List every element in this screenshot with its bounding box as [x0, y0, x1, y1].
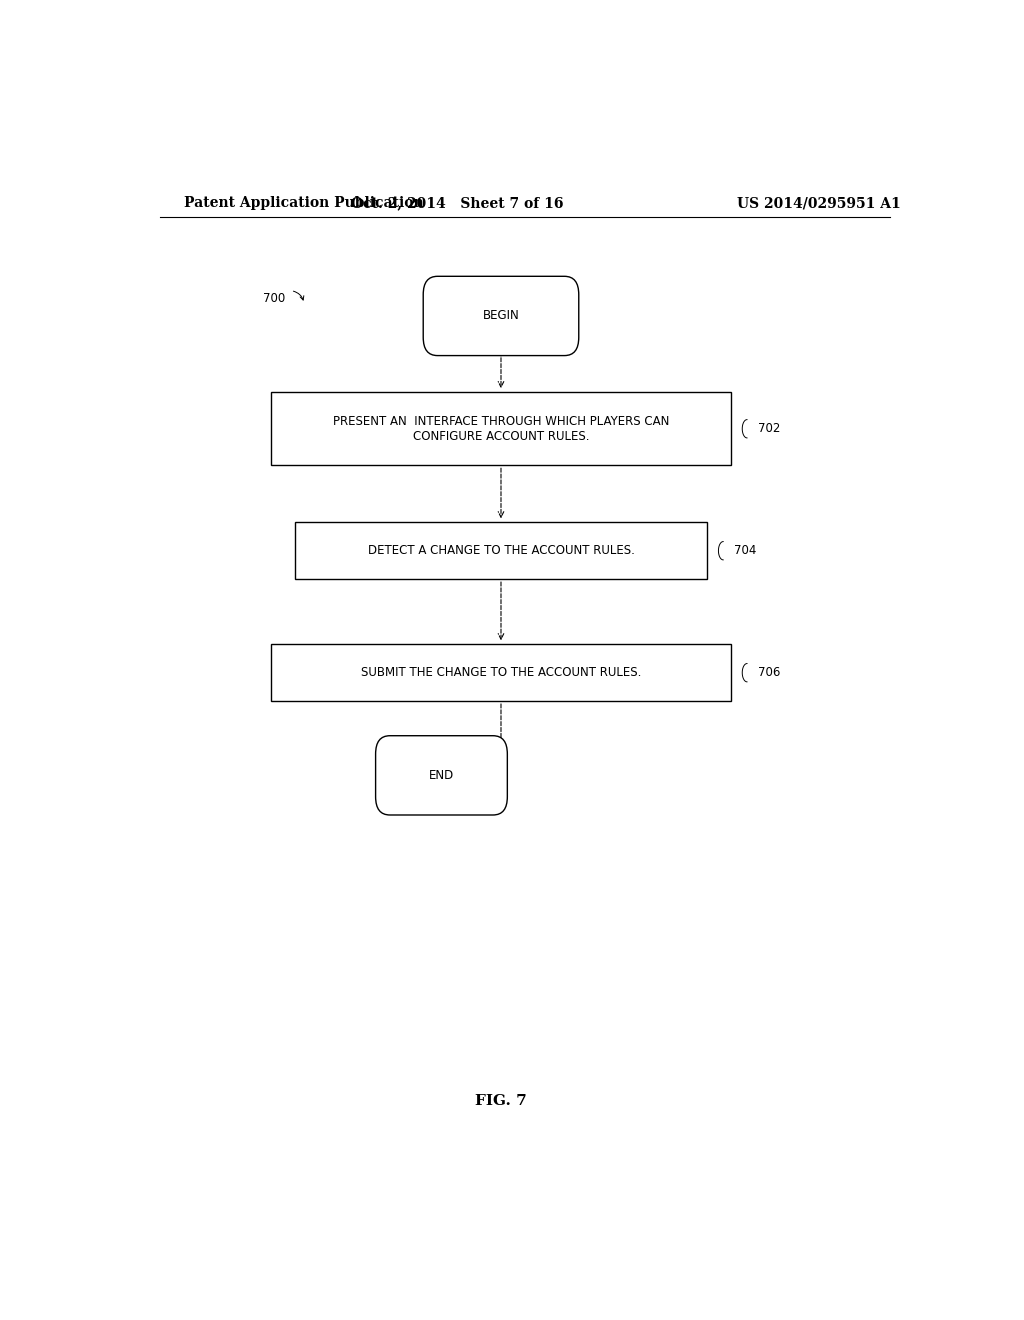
FancyBboxPatch shape — [423, 276, 579, 355]
Text: FIG. 7: FIG. 7 — [475, 1093, 527, 1107]
Text: 702: 702 — [758, 422, 780, 436]
FancyBboxPatch shape — [376, 735, 507, 814]
Text: DETECT A CHANGE TO THE ACCOUNT RULES.: DETECT A CHANGE TO THE ACCOUNT RULES. — [368, 544, 635, 557]
Text: SUBMIT THE CHANGE TO THE ACCOUNT RULES.: SUBMIT THE CHANGE TO THE ACCOUNT RULES. — [360, 667, 641, 680]
Text: BEGIN: BEGIN — [482, 309, 519, 322]
Bar — [270, 392, 731, 466]
Text: US 2014/0295951 A1: US 2014/0295951 A1 — [736, 197, 900, 210]
Text: PRESENT AN  INTERFACE THROUGH WHICH PLAYERS CAN
CONFIGURE ACCOUNT RULES.: PRESENT AN INTERFACE THROUGH WHICH PLAYE… — [333, 414, 669, 442]
Text: 706: 706 — [758, 667, 780, 680]
Text: Patent Application Publication: Patent Application Publication — [183, 197, 423, 210]
Text: Oct. 2, 2014   Sheet 7 of 16: Oct. 2, 2014 Sheet 7 of 16 — [351, 197, 563, 210]
Text: 704: 704 — [734, 544, 757, 557]
FancyArrowPatch shape — [294, 292, 304, 300]
Bar — [270, 644, 731, 701]
Text: 700: 700 — [263, 292, 285, 305]
Bar — [295, 523, 708, 579]
Text: END: END — [429, 768, 454, 781]
